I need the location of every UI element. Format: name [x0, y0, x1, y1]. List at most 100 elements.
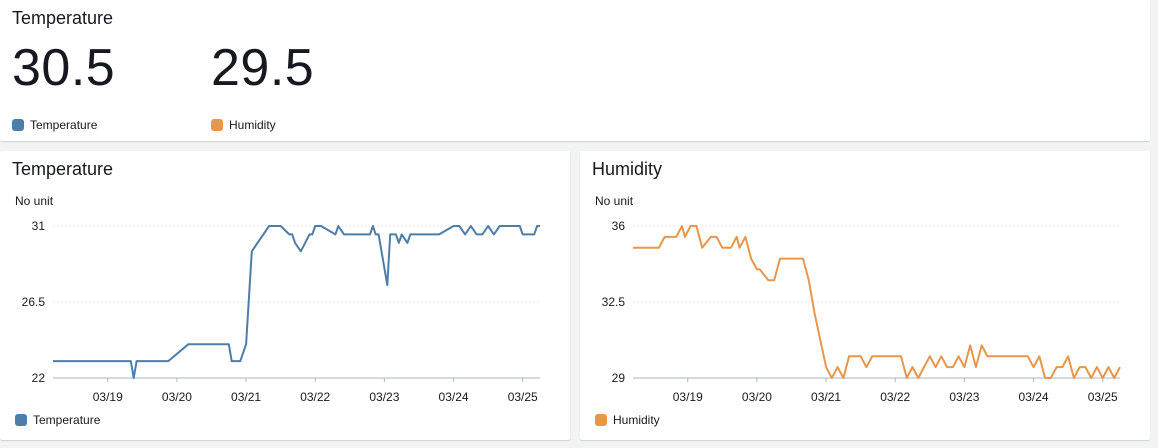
- x-tick-label: 03/21: [231, 390, 261, 404]
- data-point: [923, 366, 925, 368]
- data-point: [401, 233, 403, 235]
- x-tick-label: 03/20: [162, 390, 192, 404]
- data-point: [779, 258, 781, 260]
- data-point: [986, 355, 988, 357]
- data-point: [1021, 355, 1023, 357]
- data-point: [635, 247, 637, 249]
- data-point: [756, 268, 758, 270]
- series-line-temperature: [53, 225, 540, 379]
- data-point: [236, 360, 238, 362]
- data-point: [395, 233, 397, 235]
- data-point: [268, 225, 270, 227]
- humidity-line-chart: 29 32.5 36 03/19 03/20 03/21 03/22 03/23 03/24 03…: [602, 219, 1121, 404]
- legend-label: Temperature: [30, 118, 98, 132]
- legend-item-temperature[interactable]: Temperature: [12, 118, 97, 132]
- data-point: [848, 355, 850, 357]
- data-point: [245, 343, 247, 345]
- data-point: [280, 225, 282, 227]
- data-point: [1102, 377, 1104, 379]
- data-point: [917, 377, 919, 379]
- legend-swatch-temperature: [12, 119, 24, 131]
- data-point: [418, 233, 420, 235]
- data-point: [311, 233, 313, 235]
- data-point: [736, 236, 738, 238]
- data-point: [392, 233, 394, 235]
- data-point: [1033, 366, 1035, 368]
- kpi-panel-title: Temperature: [12, 8, 114, 28]
- data-point: [883, 355, 885, 357]
- data-point: [1056, 366, 1058, 368]
- x-tick-label: 03/23: [949, 390, 979, 404]
- data-point: [1113, 377, 1115, 379]
- kpi-panel: Temperature 30.5 29.5 Temperature Humidi…: [0, 0, 1150, 141]
- data-point: [658, 247, 660, 249]
- temperature-line-chart: 22 26.5 31 03/19 03/20 03/21 03/22 03/23 03/24 03…: [22, 219, 541, 404]
- data-point: [334, 233, 336, 235]
- chart-title: Temperature: [12, 159, 114, 179]
- data-point: [744, 236, 746, 238]
- data-point: [1096, 366, 1098, 368]
- data-point: [802, 258, 804, 260]
- data-point: [398, 242, 400, 244]
- data-point: [458, 225, 460, 227]
- data-point: [1079, 366, 1081, 368]
- data-point: [1050, 377, 1052, 379]
- data-point: [107, 360, 109, 362]
- data-point: [1073, 377, 1075, 379]
- temperature-value: 30.5: [12, 39, 116, 97]
- data-point: [383, 267, 385, 269]
- data-point: [487, 225, 489, 227]
- data-point: [432, 233, 434, 235]
- x-tick-label: 03/23: [369, 390, 399, 404]
- data-point: [825, 366, 827, 368]
- series-line-humidity: [633, 225, 1121, 379]
- x-tick-label: 03/25: [508, 390, 538, 404]
- data-point: [998, 355, 1000, 357]
- data-point: [1038, 355, 1040, 357]
- data-point: [871, 355, 873, 357]
- data-point: [906, 377, 908, 379]
- data-point: [952, 366, 954, 368]
- data-point: [136, 360, 138, 362]
- legend-label: Temperature: [33, 413, 101, 427]
- data-point: [750, 258, 752, 260]
- data-point: [773, 279, 775, 281]
- data-point: [695, 225, 697, 227]
- y-tick-label: 31: [32, 219, 46, 233]
- data-point: [767, 279, 769, 281]
- data-point: [888, 355, 890, 357]
- x-tick-label: 03/22: [880, 390, 910, 404]
- x-tick-label: 03/20: [742, 390, 772, 404]
- data-point: [790, 258, 792, 260]
- data-point: [912, 366, 914, 368]
- data-point: [406, 242, 408, 244]
- data-point: [701, 247, 703, 249]
- data-point: [300, 250, 302, 252]
- data-point: [1119, 366, 1121, 368]
- data-point: [429, 233, 431, 235]
- data-point: [981, 344, 983, 346]
- data-point: [539, 225, 541, 227]
- y-axis-unit-label: No unit: [595, 194, 634, 208]
- data-point: [438, 233, 440, 235]
- data-point: [1107, 366, 1109, 368]
- data-point: [632, 247, 634, 249]
- data-point: [493, 233, 495, 235]
- data-point: [1044, 377, 1046, 379]
- legend-item-humidity[interactable]: Humidity: [595, 413, 660, 427]
- data-point: [759, 268, 761, 270]
- data-point: [900, 355, 902, 357]
- data-point: [343, 233, 345, 235]
- data-point: [837, 366, 839, 368]
- data-point: [1009, 355, 1011, 357]
- data-point: [1084, 366, 1086, 368]
- data-point: [975, 366, 977, 368]
- data-point: [231, 360, 233, 362]
- data-point: [690, 225, 692, 227]
- legend-item-humidity[interactable]: Humidity: [211, 118, 276, 132]
- y-tick-label: 29: [612, 371, 626, 385]
- temperature-chart-panel: Temperature No unit 22 26.5 31 03/19 03/20 03…: [0, 151, 570, 440]
- data-point: [929, 355, 931, 357]
- legend-item-temperature[interactable]: Temperature: [15, 413, 100, 427]
- data-point: [716, 236, 718, 238]
